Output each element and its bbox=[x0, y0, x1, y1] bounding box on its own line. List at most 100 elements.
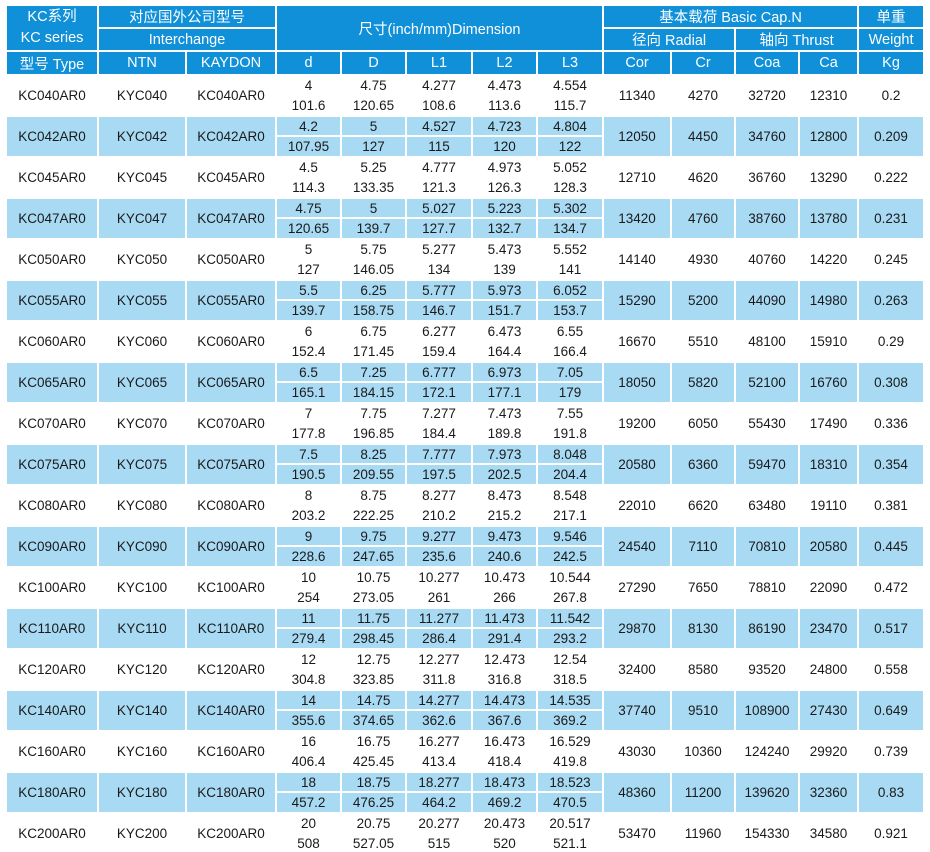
cell-L2: 12.473 316.8 bbox=[473, 650, 536, 689]
cell-ca: 23470 bbox=[800, 609, 858, 648]
cell-L2-inch: 11.473 bbox=[473, 609, 536, 629]
cell-L1-inch: 5.777 bbox=[407, 281, 471, 301]
cell-ca: 12310 bbox=[800, 76, 858, 115]
cell-d: 6 152.4 bbox=[277, 322, 340, 361]
cell-ca: 29920 bbox=[800, 732, 858, 771]
cell-L1: 5.777 146.7 bbox=[407, 281, 471, 320]
cell-D: 5.75 146.05 bbox=[342, 240, 405, 279]
cell-type: KC070AR0 bbox=[7, 404, 97, 443]
cell-D-inch: 10.75 bbox=[342, 568, 405, 588]
cell-d: 11 279.4 bbox=[277, 609, 340, 648]
cell-ca: 20580 bbox=[800, 527, 858, 566]
cell-L3-mm: 128.3 bbox=[553, 180, 587, 195]
table-row: KC047AR0 KYC047 KC047AR0 4.75 120.65 5 1… bbox=[7, 199, 924, 238]
cell-L1: 20.277 515 bbox=[407, 814, 471, 852]
cell-d: 5.5 139.7 bbox=[277, 281, 340, 320]
cell-cor: 19200 bbox=[604, 404, 671, 443]
cell-d: 4.5 114.3 bbox=[277, 158, 340, 197]
cell-coa: 32720 bbox=[736, 76, 799, 115]
cell-d: 4.75 120.65 bbox=[277, 199, 340, 238]
cell-ca: 18310 bbox=[800, 445, 858, 484]
cell-d-inch: 4.2 bbox=[277, 117, 340, 137]
cell-ntn: KYC055 bbox=[99, 281, 185, 320]
cell-L2-inch: 16.473 bbox=[473, 732, 536, 752]
cell-kg: 0.921 bbox=[859, 814, 924, 852]
column-header-ca: Ca bbox=[800, 52, 858, 74]
cell-L3-mm: 191.8 bbox=[553, 426, 587, 441]
cell-D: 12.75 323.85 bbox=[342, 650, 405, 689]
cell-D-mm: 273.05 bbox=[352, 590, 395, 605]
cell-L3-inch: 10.544 bbox=[538, 568, 603, 588]
table-row: KC055AR0 KYC055 KC055AR0 5.5 139.7 6.25 … bbox=[7, 281, 924, 320]
cell-type: KC140AR0 bbox=[7, 691, 97, 730]
cell-kaydon: KC047AR0 bbox=[187, 199, 275, 238]
cell-kaydon: KC075AR0 bbox=[187, 445, 275, 484]
cell-L1-inch: 6.777 bbox=[407, 363, 471, 383]
cell-D-mm: 146.05 bbox=[352, 262, 395, 277]
cell-L2: 5.973 151.7 bbox=[473, 281, 536, 320]
table-row: KC200AR0 KYC200 KC200AR0 20 508 20.75 52… bbox=[7, 814, 924, 852]
cell-L2: 16.473 418.4 bbox=[473, 732, 536, 771]
cell-ntn: KYC042 bbox=[99, 117, 185, 156]
cell-L3-mm: 419.8 bbox=[553, 754, 587, 769]
cell-type: KC047AR0 bbox=[7, 199, 97, 238]
cell-L1-mm: 413.4 bbox=[422, 754, 456, 769]
cell-coa: 55430 bbox=[736, 404, 799, 443]
cell-type: KC090AR0 bbox=[7, 527, 97, 566]
cell-L3: 4.554 115.7 bbox=[538, 76, 603, 115]
cell-d-mm: 127 bbox=[297, 262, 320, 277]
cell-kaydon: KC042AR0 bbox=[187, 117, 275, 156]
cell-L3-inch: 11.542 bbox=[538, 609, 603, 629]
cell-L2: 11.473 291.4 bbox=[473, 609, 536, 648]
cell-kaydon: KC120AR0 bbox=[187, 650, 275, 689]
cell-d-inch: 12 bbox=[277, 650, 340, 670]
cell-L2-inch: 14.473 bbox=[473, 691, 536, 711]
cell-L2: 18.473 469.2 bbox=[473, 773, 536, 812]
cell-ca: 34580 bbox=[800, 814, 858, 852]
cell-L3-mm: 166.4 bbox=[553, 344, 587, 359]
cell-L2: 5.473 139 bbox=[473, 240, 536, 279]
table-row: KC100AR0 KYC100 KC100AR0 10 254 10.75 27… bbox=[7, 568, 924, 607]
cell-d-mm: 304.8 bbox=[291, 672, 326, 687]
header-radial: 径向 Radial bbox=[604, 29, 735, 50]
cell-d-mm: 165.1 bbox=[291, 385, 326, 400]
cell-L3: 7.55 191.8 bbox=[538, 404, 603, 443]
cell-L1-inch: 5.027 bbox=[407, 199, 471, 219]
cell-L3: 9.546 242.5 bbox=[538, 527, 603, 566]
table-row: KC180AR0 KYC180 KC180AR0 18 457.2 18.75 … bbox=[7, 773, 924, 812]
header-thrust: 轴向 Thrust bbox=[736, 29, 858, 50]
cell-L1-inch: 12.277 bbox=[407, 650, 471, 670]
cell-kg: 0.263 bbox=[859, 281, 924, 320]
cell-L2-inch: 7.473 bbox=[473, 404, 536, 424]
cell-L2-mm: 120 bbox=[493, 139, 516, 154]
cell-L2-inch: 9.473 bbox=[473, 527, 536, 547]
cell-d-inch: 5 bbox=[277, 240, 340, 260]
cell-ca: 22090 bbox=[800, 568, 858, 607]
cell-type: KC050AR0 bbox=[7, 240, 97, 279]
cell-L3: 6.052 153.7 bbox=[538, 281, 603, 320]
cell-D-inch: 6.75 bbox=[342, 322, 405, 342]
cell-D: 7.75 196.85 bbox=[342, 404, 405, 443]
cell-ca: 32360 bbox=[800, 773, 858, 812]
cell-d-inch: 7.5 bbox=[277, 445, 340, 465]
cell-L3-mm: 204.4 bbox=[553, 467, 587, 482]
cell-L2: 14.473 367.6 bbox=[473, 691, 536, 730]
cell-cr: 6620 bbox=[672, 486, 735, 525]
cell-D-inch: 7.25 bbox=[342, 363, 405, 383]
cell-L3-inch: 9.546 bbox=[538, 527, 603, 547]
cell-ca: 13780 bbox=[800, 199, 858, 238]
cell-L3-mm: 134.7 bbox=[553, 221, 587, 236]
cell-L2-mm: 189.8 bbox=[487, 426, 522, 441]
cell-L2-inch: 18.473 bbox=[473, 773, 536, 793]
cell-L1: 4.527 115 bbox=[407, 117, 471, 156]
cell-ntn: KYC065 bbox=[99, 363, 185, 402]
cell-L3: 5.302 134.7 bbox=[538, 199, 603, 238]
cell-d: 7.5 190.5 bbox=[277, 445, 340, 484]
cell-cr: 4450 bbox=[672, 117, 735, 156]
cell-d-mm: 279.4 bbox=[291, 631, 326, 646]
header-interchange-en: Interchange bbox=[99, 29, 275, 50]
cell-L3-mm: 369.2 bbox=[553, 713, 587, 728]
cell-L1: 7.277 184.4 bbox=[407, 404, 471, 443]
cell-L2-inch: 6.473 bbox=[473, 322, 536, 342]
column-header-L1: L1 bbox=[407, 52, 471, 74]
